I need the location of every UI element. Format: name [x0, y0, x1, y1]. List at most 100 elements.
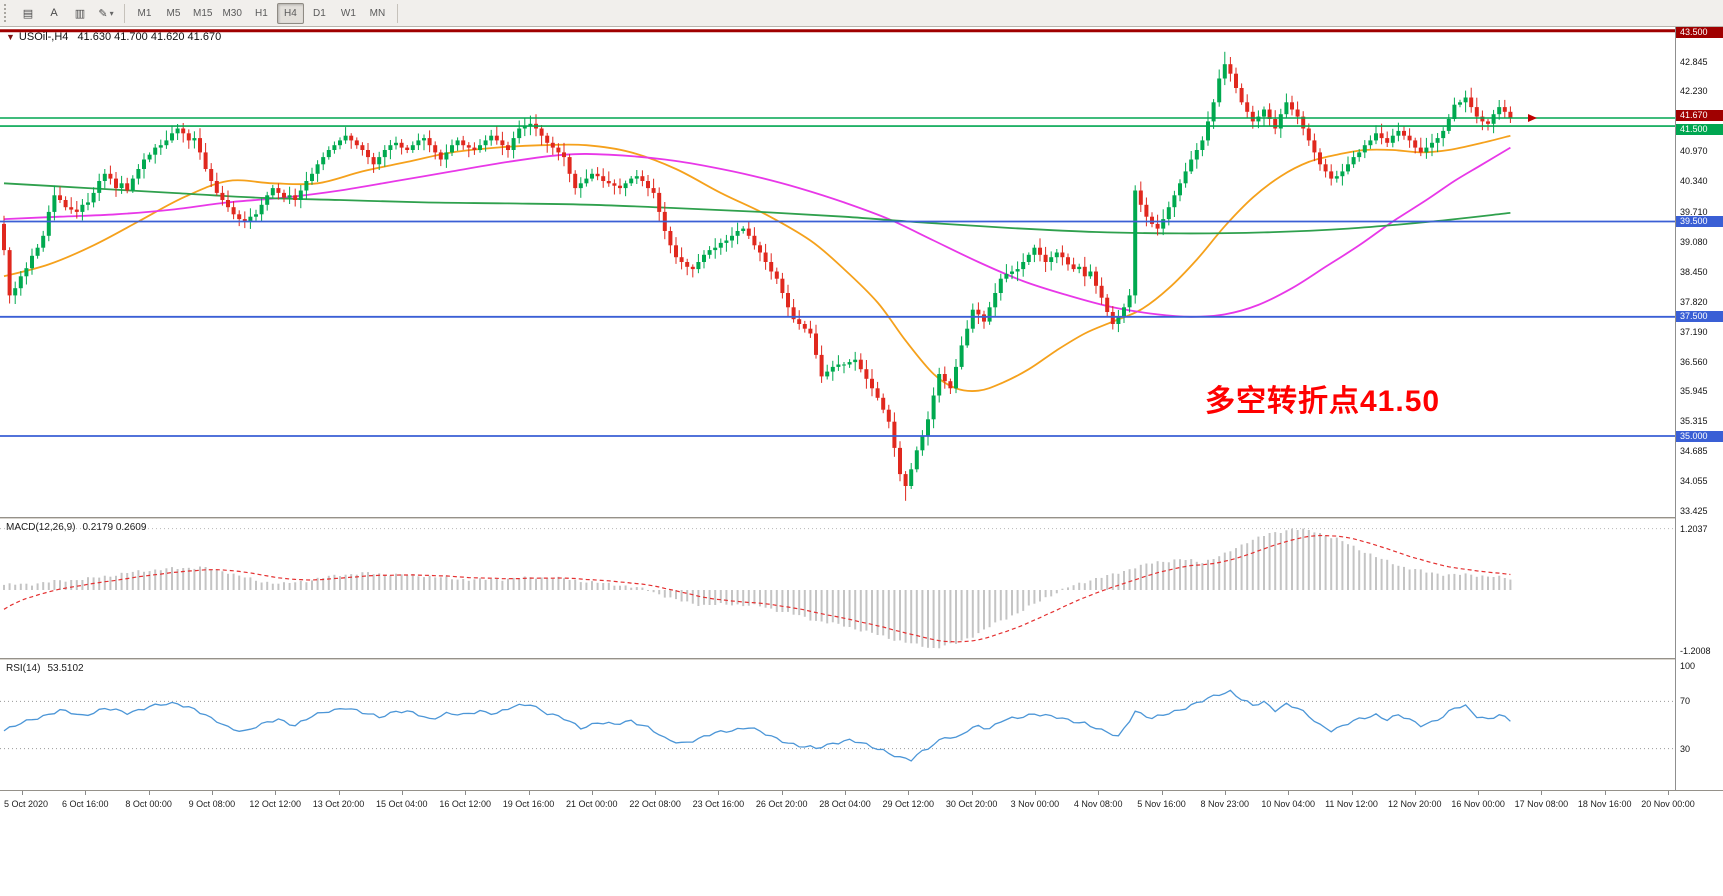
time-label: 3 Nov 00:00	[1010, 799, 1060, 809]
time-label: 18 Nov 16:00	[1577, 799, 1632, 809]
tile-windows-icon: ▤	[22, 7, 34, 20]
pane-separator[interactable]	[0, 658, 1723, 660]
time-label: 16 Nov 00:00	[1451, 799, 1505, 809]
macd-axis-min: -1.2008	[1680, 646, 1711, 657]
price-badge-35.000: 35.000	[1676, 430, 1723, 442]
time-label: 16 Oct 12:00	[439, 799, 491, 809]
chart-title: ▼ USOil-,H4 41.630 41.700 41.620 41.670	[6, 31, 221, 43]
pane-separator[interactable]	[0, 517, 1723, 519]
ma-orange	[3, 134, 1511, 392]
time-label: 6 Oct 16:00	[62, 799, 109, 809]
time-label: 12 Nov 20:00	[1388, 799, 1442, 809]
price-tick-label: 39.710	[1680, 206, 1708, 217]
rsi-axis-100: 100	[1680, 660, 1696, 671]
template-button[interactable]: ▥	[68, 3, 92, 24]
time-label: 22 Oct 08:00	[629, 799, 681, 809]
time-label: 13 Oct 20:00	[312, 799, 365, 809]
time-axis-tick	[845, 791, 846, 795]
macd-label: MACD(12,26,9) 0.2179 0.2609	[6, 522, 146, 533]
price-tick-label: 40.340	[1680, 176, 1708, 187]
timeframe-button-m1[interactable]: M1	[131, 3, 158, 24]
macd-pane[interactable]: MACD(12,26,9) 0.2179 0.2609	[0, 519, 1675, 658]
time-axis-tick	[401, 791, 403, 795]
time-axis-tick	[85, 791, 87, 795]
time-axis-tick	[1541, 791, 1543, 795]
time-axis-tick	[1478, 791, 1480, 795]
price-badge-43.500: 43.500	[1676, 27, 1723, 38]
time-label: 29 Oct 12:00	[882, 799, 935, 809]
toolbar: ▤ A ▥ ✎ ▾ M1 M5 M15 M30 H1 H4 D1 W1 MN	[0, 0, 1723, 27]
time-label: 8 Nov 23:00	[1200, 799, 1250, 809]
rsi-axis-30: 30	[1680, 743, 1691, 754]
price-tick-label: 38.450	[1680, 266, 1708, 277]
time-axis-tick	[1034, 791, 1036, 795]
timeframe-button-m5[interactable]: M5	[160, 3, 187, 24]
time-axis-tick	[22, 791, 23, 795]
rsi-indicator-name: RSI(14)	[6, 663, 41, 674]
timeframe-button-m15[interactable]: M15	[189, 3, 216, 24]
time-axis-tick	[908, 791, 910, 795]
time-axis-tick	[148, 791, 150, 795]
time-axis-tick	[1161, 791, 1163, 795]
symbol-dropdown-icon: ▼	[6, 32, 15, 42]
macd-chart	[0, 528, 1675, 649]
toolbar-separator	[124, 3, 125, 23]
font-button[interactable]: A	[42, 3, 66, 24]
timeframe-button-h1[interactable]: H1	[248, 3, 275, 24]
template-icon: ▥	[74, 7, 86, 20]
rsi-line	[3, 689, 1511, 762]
time-label: 11 Nov 12:00	[1325, 799, 1378, 809]
price-scale[interactable]: 42.845 42.230 40.970 40.340 39.710 39.080 38.4…	[1675, 27, 1723, 790]
time-axis-tick	[781, 791, 783, 795]
time-axis-tick	[1288, 791, 1290, 795]
rsi-value: 53.5102	[47, 663, 84, 674]
price-tick-label: 42.845	[1680, 57, 1708, 67]
toolbar-icon-buttons: ▤ A ▥ ✎ ▾	[15, 3, 119, 24]
chart-text-annotation[interactable]: 多空转折点41.50	[1205, 385, 1441, 418]
time-label: 21 Oct 00:00	[566, 799, 618, 809]
rsi-pane[interactable]: RSI(14) 53.5102	[0, 660, 1675, 790]
price-tick-label: 39.080	[1680, 236, 1708, 247]
time-label: 26 Oct 20:00	[755, 799, 808, 809]
timeframe-buttons: M1 M5 M15 M30 H1 H4 D1 W1 MN	[130, 2, 392, 24]
current-price-arrow	[1528, 114, 1537, 122]
time-axis-tick	[1224, 791, 1226, 795]
time-axis-tick	[1414, 791, 1416, 795]
macd-axis-max: 1.2037	[1680, 523, 1708, 534]
price-tick-label: 40.970	[1680, 146, 1708, 157]
time-label: 17 Nov 08:00	[1514, 799, 1569, 809]
charts-tile-button[interactable]: ▤	[16, 3, 40, 24]
time-axis-tick	[655, 791, 657, 795]
candles	[2, 51, 1513, 501]
chart-symbol-label: USOil-,H4	[18, 31, 69, 43]
price-tick-label: 37.190	[1680, 326, 1708, 337]
price-tick-label: 33.425	[1680, 506, 1708, 516]
timeframe-button-mn[interactable]: MN	[364, 3, 391, 24]
time-label: 19 Oct 16:00	[502, 799, 555, 809]
time-axis[interactable]: 5 Oct 2020 6 Oct 16:00 8 Oct 00:00 9 Oct 08…	[0, 790, 1723, 814]
timeframe-button-h4[interactable]: H4	[276, 2, 304, 24]
timeframe-button-d1[interactable]: D1	[306, 3, 333, 24]
main-chart-pane[interactable]: ▼ USOil-,H4 41.630 41.700 41.620 41.670 多空…	[0, 27, 1675, 517]
price-tick-label: 37.820	[1680, 296, 1708, 307]
price-badge-37.500: 37.500	[1676, 311, 1723, 323]
time-label: 8 Oct 00:00	[125, 799, 172, 809]
time-label: 23 Oct 16:00	[692, 799, 745, 809]
time-axis-tick	[465, 791, 467, 795]
time-label: 5 Oct 2020	[4, 799, 49, 809]
time-label: 30 Oct 20:00	[945, 799, 998, 809]
price-tick-label: 36.560	[1680, 356, 1708, 367]
macd-signal-line	[3, 534, 1511, 643]
price-tick-label: 35.945	[1680, 385, 1708, 396]
time-axis-tick	[275, 791, 277, 795]
time-label: 12 Oct 12:00	[249, 799, 301, 809]
price-badge-41.500: 41.500	[1676, 123, 1723, 135]
time-axis-tick	[338, 791, 340, 795]
draw-button[interactable]: ✎ ▾	[94, 3, 118, 24]
time-axis-tick	[211, 791, 213, 795]
time-axis-tick	[1668, 791, 1669, 795]
timeframe-button-m30[interactable]: M30	[218, 3, 245, 24]
timeframe-button-w1[interactable]: W1	[335, 3, 362, 24]
time-axis-tick	[718, 791, 720, 795]
